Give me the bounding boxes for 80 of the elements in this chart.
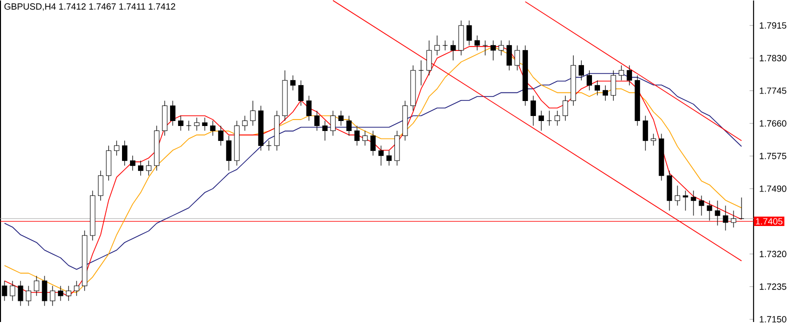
candlestick bbox=[50, 286, 56, 306]
candlestick bbox=[498, 40, 504, 56]
candlestick bbox=[74, 280, 80, 296]
candlestick bbox=[682, 190, 688, 211]
candlestick bbox=[538, 110, 544, 132]
candlestick bbox=[530, 96, 536, 126]
candlestick bbox=[490, 40, 496, 61]
y-tick-label: 1.7490 bbox=[760, 186, 786, 192]
candlestick bbox=[290, 75, 296, 91]
candlestick bbox=[314, 110, 320, 132]
candlestick bbox=[122, 140, 128, 166]
candlestick bbox=[178, 116, 184, 132]
candlestick bbox=[26, 286, 32, 306]
candlestick bbox=[610, 70, 616, 102]
candlestick bbox=[338, 110, 344, 126]
candlestick bbox=[650, 134, 656, 146]
y-tick-label: 1.7915 bbox=[760, 22, 786, 29]
candlestick bbox=[18, 280, 24, 306]
candlestick bbox=[450, 40, 456, 61]
candlestick bbox=[202, 117, 208, 132]
candlestick bbox=[730, 210, 736, 228]
candlestick bbox=[578, 60, 584, 81]
y-tick-label: 1.7150 bbox=[760, 316, 786, 323]
candlestick bbox=[562, 96, 568, 122]
candlestick bbox=[714, 200, 720, 226]
y-tick-label: 1.7320 bbox=[760, 250, 786, 258]
candlestick bbox=[434, 35, 440, 56]
candlestick bbox=[690, 190, 696, 216]
candlestick bbox=[594, 80, 600, 96]
y-tick-label: 1.7745 bbox=[760, 88, 786, 94]
candlestick bbox=[322, 120, 328, 142]
candlestick bbox=[34, 276, 40, 296]
candlestick bbox=[674, 185, 680, 206]
candlestick bbox=[514, 45, 520, 71]
candlestick bbox=[218, 125, 224, 146]
candlestick bbox=[130, 155, 136, 172]
candlestick bbox=[706, 200, 712, 221]
candlestick bbox=[602, 85, 608, 102]
candlestick bbox=[58, 286, 64, 302]
candlestick bbox=[330, 110, 336, 136]
candlestick bbox=[482, 40, 488, 56]
candlestick bbox=[354, 125, 360, 146]
candlestick bbox=[306, 96, 312, 122]
candlestick bbox=[98, 170, 104, 201]
chart-title: GBPUSD,H4 1.7412 1.7467 1.7411 1.7412 bbox=[4, 3, 176, 11]
candlestick bbox=[722, 205, 728, 231]
candlestick bbox=[626, 65, 632, 86]
candlestick bbox=[10, 280, 16, 302]
candlestick bbox=[586, 70, 592, 91]
candlestick bbox=[146, 160, 152, 176]
candlestick bbox=[242, 116, 248, 132]
candlestick bbox=[370, 130, 376, 156]
candlestick bbox=[170, 100, 176, 126]
candlestick bbox=[66, 286, 72, 302]
candlestick bbox=[42, 276, 48, 306]
candlestick bbox=[386, 150, 392, 166]
candlestick bbox=[114, 140, 120, 156]
candlestick bbox=[346, 116, 352, 136]
candlestick bbox=[138, 160, 144, 176]
candlestick bbox=[554, 110, 560, 126]
y-tick-label: 1.7575 bbox=[760, 152, 786, 160]
candlestick bbox=[618, 65, 624, 81]
y-tick-label: 1.7660 bbox=[760, 120, 786, 127]
candlestick bbox=[250, 100, 256, 126]
candlestick bbox=[698, 195, 704, 216]
candlestick bbox=[474, 35, 480, 51]
candlestick bbox=[506, 40, 512, 71]
candlestick bbox=[194, 117, 200, 132]
candlestick bbox=[378, 145, 384, 166]
ref-line-label: 1.7405 bbox=[756, 218, 782, 225]
candlestick bbox=[298, 80, 304, 106]
candlestick bbox=[642, 116, 648, 152]
candlestick bbox=[426, 40, 432, 76]
candlestick bbox=[210, 120, 216, 136]
y-tick-label: 1.7830 bbox=[760, 55, 786, 62]
candlestick bbox=[442, 40, 448, 51]
candlestick bbox=[226, 135, 232, 172]
candlestick bbox=[362, 130, 368, 146]
y-tick-label: 1.7235 bbox=[760, 284, 786, 290]
candlestick bbox=[466, 20, 472, 46]
